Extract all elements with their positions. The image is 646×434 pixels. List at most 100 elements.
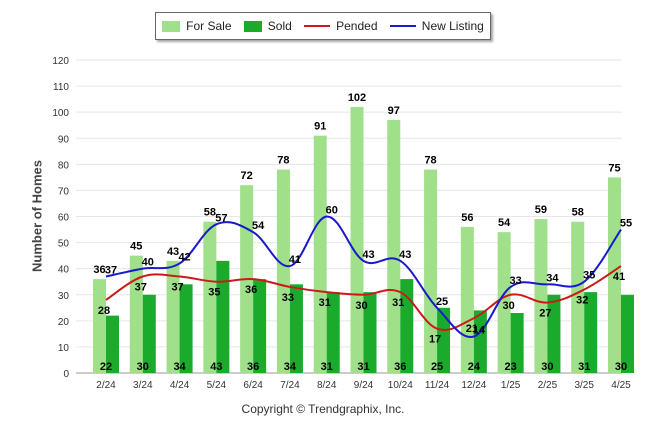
- legend-label-sold: Sold: [267, 19, 292, 33]
- x-tick-label: 10/24: [388, 380, 413, 391]
- data-label-pended: 31: [392, 297, 404, 309]
- data-label-sold: 34: [284, 361, 297, 373]
- y-tick-label: 100: [52, 108, 69, 119]
- data-label-new-listing: 35: [583, 270, 595, 282]
- y-tick-label: 40: [58, 265, 70, 276]
- legend-item-for-sale[interactable]: For Sale: [162, 19, 232, 33]
- bar-for-sale: [166, 260, 180, 373]
- data-label-for-sale: 75: [608, 162, 620, 174]
- data-label-sold: 31: [321, 361, 333, 373]
- data-label-sold: 30: [137, 361, 149, 373]
- data-label-for-sale: 58: [204, 207, 216, 219]
- y-tick-label: 80: [58, 160, 70, 171]
- for-sale-swatch-icon: [162, 20, 181, 32]
- data-label-for-sale: 91: [314, 121, 326, 133]
- data-label-sold: 30: [615, 361, 627, 373]
- data-label-sold: 34: [173, 361, 186, 373]
- bar-for-sale: [350, 106, 364, 373]
- data-label-new-listing: 25: [436, 296, 448, 308]
- data-label-new-listing: 33: [510, 275, 522, 287]
- pended-line-swatch-icon: [304, 25, 331, 27]
- bar-sold: [326, 292, 340, 373]
- y-tick-label: 0: [63, 369, 69, 380]
- x-tick-label: 12/24: [461, 380, 486, 391]
- x-tick-label: 3/24: [133, 380, 153, 391]
- data-label-new-listing: 57: [215, 212, 227, 224]
- legend-label-for-sale: For Sale: [186, 19, 232, 33]
- legend-item-new-listing[interactable]: New Listing: [389, 19, 484, 33]
- data-label-pended: 28: [98, 305, 110, 317]
- data-label-for-sale: 102: [348, 92, 366, 104]
- bar-sold: [142, 294, 156, 373]
- data-label-for-sale: 36: [93, 264, 105, 276]
- data-label-for-sale: 45: [130, 241, 142, 253]
- legend: For Sale Sold Pended New Listing: [155, 12, 491, 40]
- bar-sold: [400, 279, 414, 373]
- y-tick-label: 90: [58, 134, 70, 145]
- sold-swatch-icon: [243, 20, 262, 32]
- data-label-sold: 25: [431, 361, 443, 373]
- data-label-sold: 36: [394, 361, 406, 373]
- data-label-new-listing: 34: [546, 272, 559, 284]
- bar-sold: [510, 313, 524, 373]
- y-tick-label: 10: [58, 343, 70, 354]
- data-label-for-sale: 54: [498, 217, 511, 229]
- data-label-sold: 31: [357, 361, 369, 373]
- data-label-pended: 31: [319, 297, 331, 309]
- data-label-for-sale: 72: [241, 170, 253, 182]
- x-tick-label: 8/24: [317, 380, 337, 391]
- x-tick-label: 2/25: [538, 380, 558, 391]
- data-label-sold: 24: [468, 361, 481, 373]
- bar-sold: [473, 310, 487, 373]
- data-label-sold: 43: [210, 361, 222, 373]
- data-label-pended: 33: [282, 292, 294, 304]
- data-label-for-sale: 56: [461, 212, 473, 224]
- bar-sold: [289, 284, 303, 373]
- data-label-new-listing: 43: [399, 249, 411, 261]
- data-label-new-listing: 41: [289, 254, 301, 266]
- bar-for-sale: [93, 279, 106, 373]
- data-label-new-listing: 60: [326, 205, 338, 217]
- legend-label-pended: Pended: [336, 19, 378, 33]
- data-label-sold: 36: [247, 361, 259, 373]
- bar-for-sale: [460, 226, 474, 373]
- data-label-pended: 37: [135, 281, 147, 293]
- data-label-pended: 35: [208, 287, 220, 299]
- bar-for-sale: [129, 255, 143, 373]
- data-label-pended: 17: [429, 334, 441, 346]
- data-label-for-sale: 97: [388, 105, 400, 117]
- bar-for-sale: [203, 221, 217, 373]
- x-tick-label: 11/24: [425, 380, 450, 391]
- series-line-pended: [105, 265, 622, 331]
- legend-label-new-listing: New Listing: [421, 19, 484, 33]
- data-label-pended: 30: [355, 300, 367, 312]
- copyright-footer: Copyright © Trendgraphix, Inc.: [241, 402, 405, 416]
- bar-sold: [253, 279, 267, 373]
- y-tick-label: 50: [58, 239, 70, 250]
- x-tick-label: 7/24: [280, 380, 300, 391]
- bar-sold: [547, 294, 561, 373]
- data-label-pended: 21: [466, 323, 478, 335]
- data-label-sold: 22: [100, 361, 112, 373]
- bar-for-sale: [387, 119, 401, 373]
- legend-item-pended[interactable]: Pended: [304, 19, 378, 33]
- x-tick-label: 1/25: [501, 380, 521, 391]
- data-label-pended: 27: [539, 308, 551, 320]
- bar-for-sale: [497, 232, 511, 373]
- data-label-pended: 41: [613, 271, 625, 283]
- data-label-new-listing: 42: [178, 251, 190, 263]
- data-label-for-sale: 58: [572, 207, 584, 219]
- bar-sold: [216, 260, 230, 373]
- x-tick-label: 3/25: [574, 380, 594, 391]
- x-tick-label: 4/24: [170, 380, 190, 391]
- data-label-new-listing: 14: [473, 324, 486, 336]
- bar-sold: [363, 292, 377, 373]
- data-label-for-sale: 78: [277, 155, 289, 167]
- y-tick-label: 60: [58, 213, 70, 224]
- new-listing-line-swatch-icon: [389, 25, 416, 27]
- bar-for-sale: [276, 169, 290, 373]
- bar-sold: [584, 292, 598, 373]
- legend-item-sold[interactable]: Sold: [243, 19, 292, 33]
- y-tick-label: 110: [53, 82, 69, 93]
